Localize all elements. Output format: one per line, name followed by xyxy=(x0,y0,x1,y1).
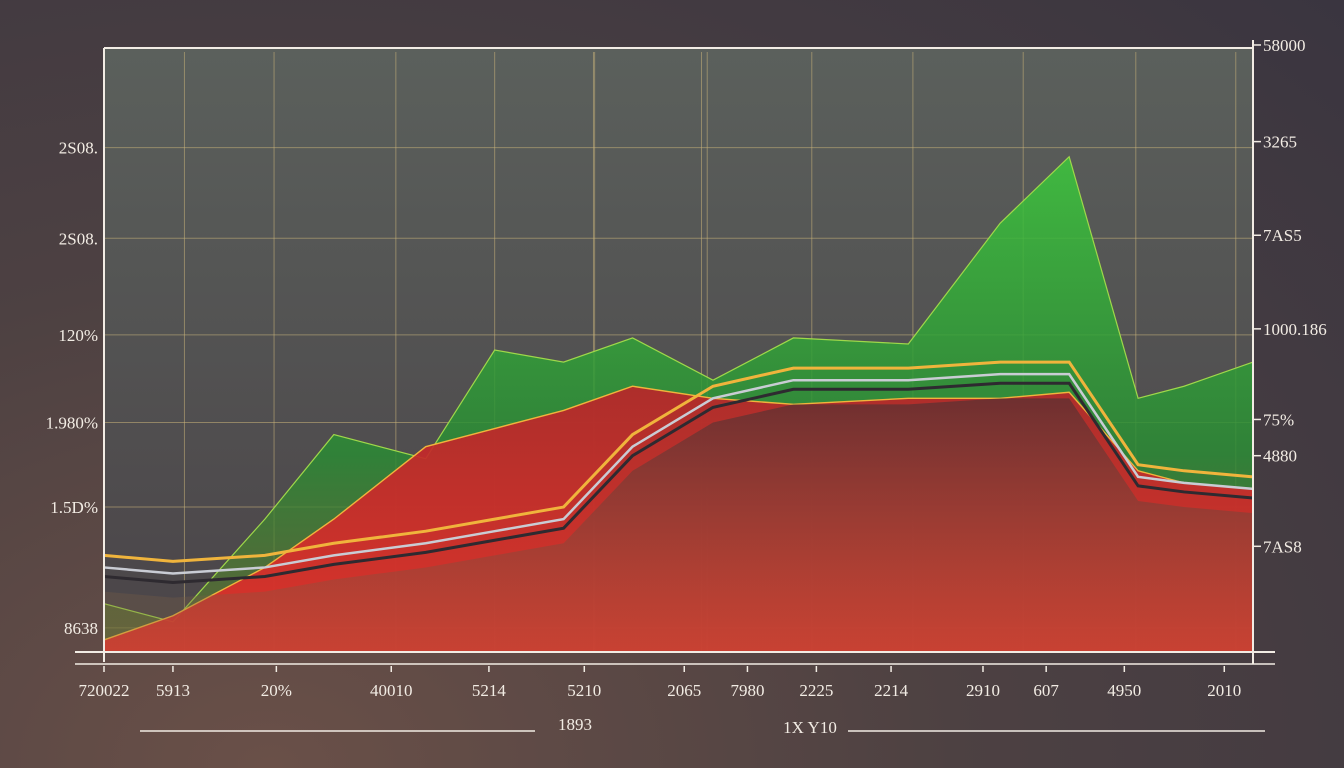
series-line-silver xyxy=(103,372,1254,575)
series-line-dark xyxy=(103,381,1254,585)
x-tick-label: 720022 xyxy=(79,681,130,700)
y-tick-label-right: 75% xyxy=(1263,410,1294,429)
series-shadow xyxy=(104,398,1253,652)
axes xyxy=(75,40,1275,665)
x-tick-label: 4950 xyxy=(1107,681,1141,700)
x-tick-label: 7980 xyxy=(730,681,764,700)
x-tick-label: 607 xyxy=(1033,681,1059,700)
tick-labels: 720022 5913 20% 40010 5214 5210 2065 7980 2225 22… xyxy=(46,36,1327,700)
y-tick-label-left: 1.980% xyxy=(46,413,98,432)
x-tick-label: 2214 xyxy=(874,681,909,700)
x-tick-label: 2910 xyxy=(966,681,1000,700)
x-tick-label: 40010 xyxy=(370,681,413,700)
y-tick-label-left: 2S08. xyxy=(59,229,98,248)
series-group xyxy=(103,155,1254,653)
y-tick-label-right: 4880 xyxy=(1263,447,1297,466)
y-tick-label-left: 2S08. xyxy=(59,139,98,158)
y-tick-label-right: 1000.186 xyxy=(1263,320,1327,339)
y-tick-label-left: 120% xyxy=(58,326,98,345)
y-tick-label-right: 7AS5 xyxy=(1263,226,1302,245)
y-tick-label-left: 1.5D% xyxy=(50,498,98,517)
x-tick-label: 2010 xyxy=(1207,681,1241,700)
y-tick-label-right: 7AS8 xyxy=(1263,537,1302,556)
x-axis-caption-secondary: 1X Y10 xyxy=(783,718,837,737)
y-tick-label-right: 3265 xyxy=(1263,133,1297,152)
x-tick-label: 5214 xyxy=(472,681,507,700)
y-tick-label-left: 8638 xyxy=(64,619,98,638)
x-tick-label: 5913 xyxy=(156,681,190,700)
x-tick-label: 20% xyxy=(261,681,292,700)
x-tick-label: 2065 xyxy=(667,681,701,700)
x-tick-label: 2225 xyxy=(799,681,833,700)
series-line-gold xyxy=(103,360,1254,563)
x-axis-caption: 1893 xyxy=(558,715,592,734)
x-tick-label: 5210 xyxy=(567,681,601,700)
y-tick-label-right: 58000 xyxy=(1263,36,1306,55)
